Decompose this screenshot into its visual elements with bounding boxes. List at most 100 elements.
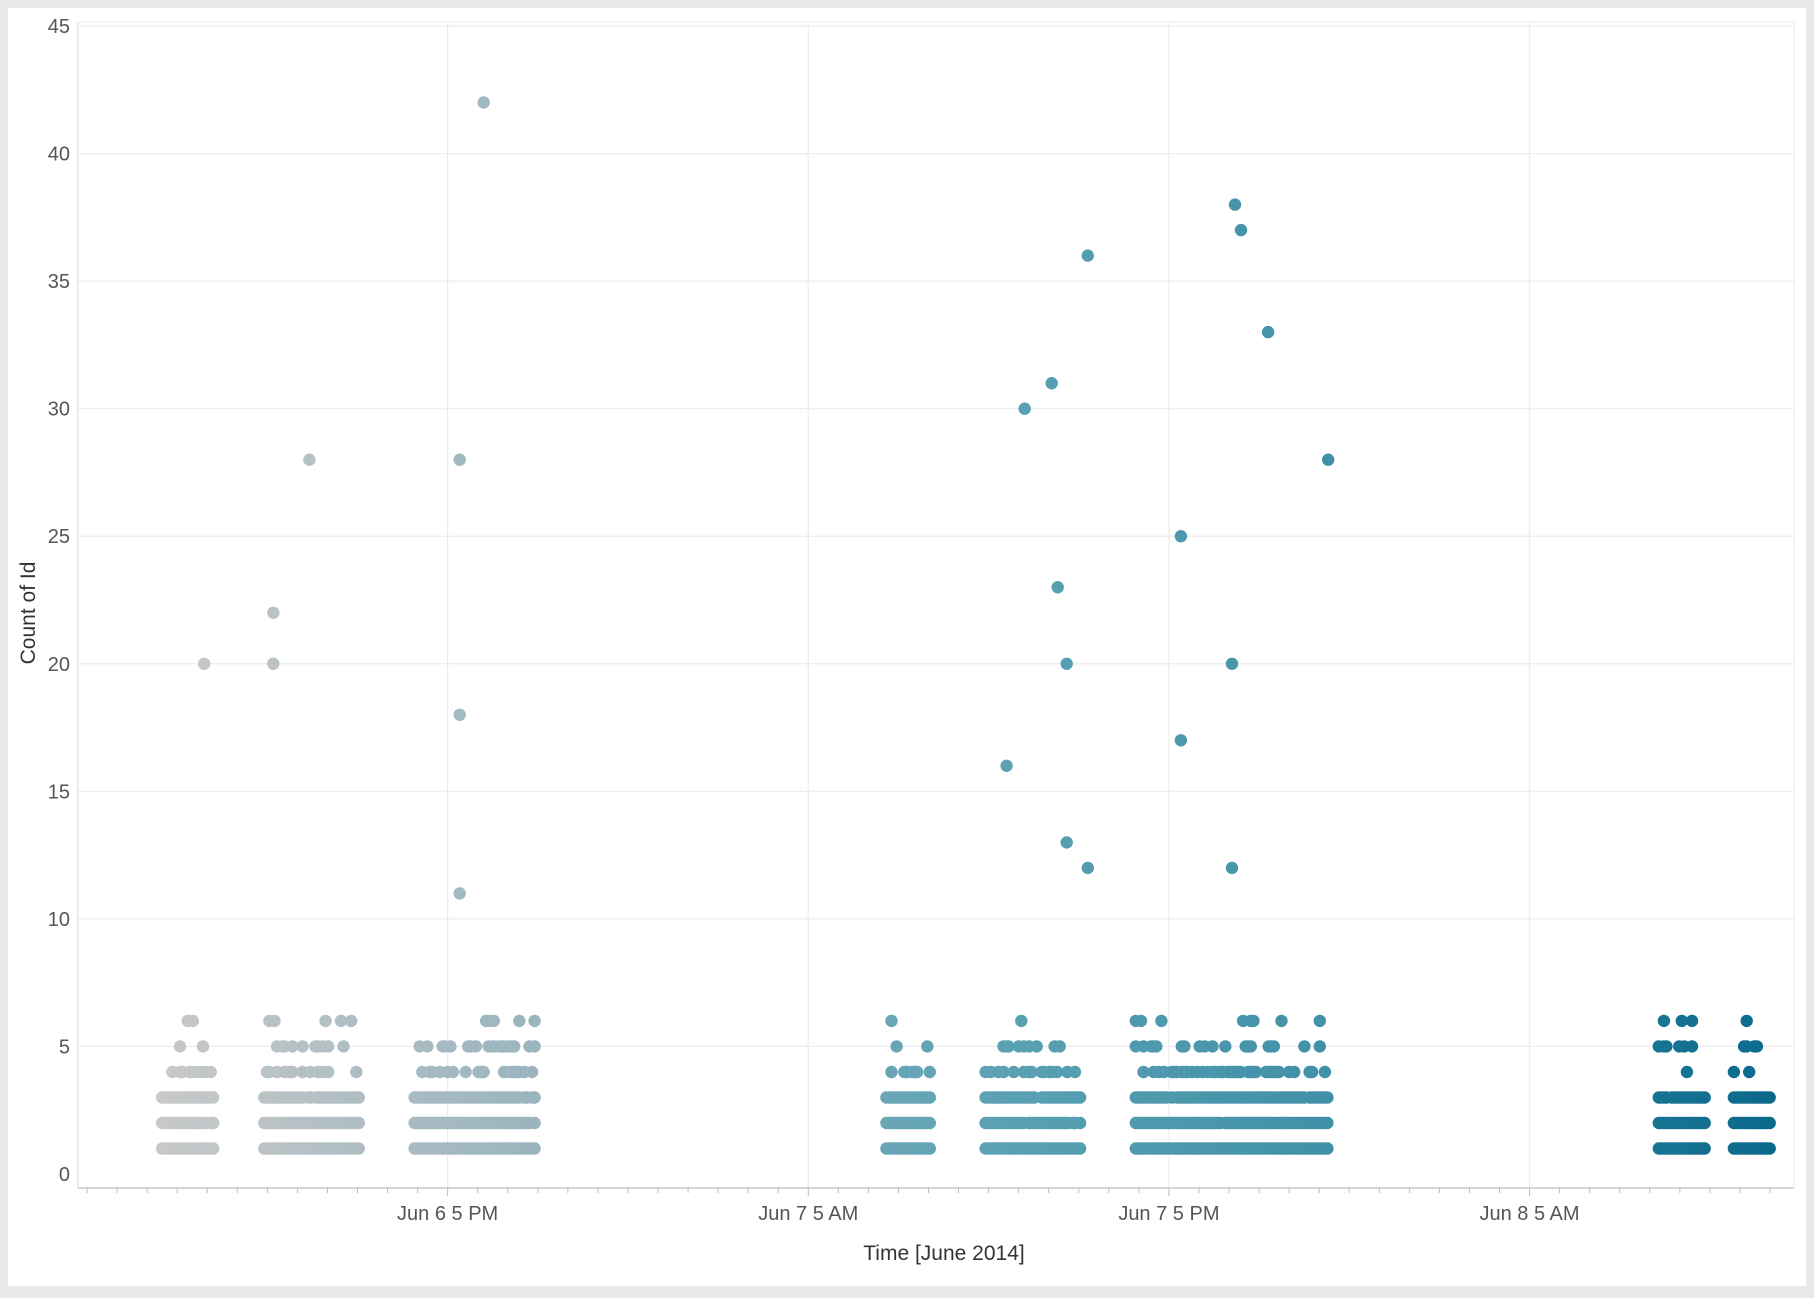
data-point bbox=[528, 1040, 541, 1053]
data-point bbox=[921, 1040, 934, 1053]
data-point bbox=[1081, 249, 1095, 262]
data-point bbox=[1155, 1014, 1168, 1028]
data-point bbox=[1068, 1065, 1082, 1079]
data-point bbox=[477, 1065, 490, 1079]
data-point bbox=[1743, 1065, 1756, 1079]
data-point bbox=[267, 657, 280, 670]
data-point bbox=[1305, 1065, 1319, 1079]
data-point bbox=[1267, 1040, 1281, 1053]
data-point bbox=[198, 657, 211, 670]
data-point bbox=[508, 1040, 521, 1053]
data-point bbox=[303, 453, 316, 466]
y-tick-label: 30 bbox=[48, 399, 70, 421]
y-tick-label: 25 bbox=[48, 526, 70, 548]
data-point bbox=[296, 1040, 309, 1053]
data-point bbox=[1002, 1040, 1015, 1053]
data-point bbox=[196, 1040, 210, 1053]
data-point bbox=[1322, 453, 1335, 466]
data-point bbox=[421, 1040, 434, 1053]
data-point bbox=[469, 1040, 483, 1053]
y-tick-label: 45 bbox=[48, 16, 70, 38]
data-point bbox=[525, 1065, 539, 1079]
data-point bbox=[1740, 1014, 1753, 1028]
data-point bbox=[923, 1142, 936, 1155]
data-point bbox=[1313, 1040, 1327, 1053]
data-point bbox=[923, 1065, 936, 1079]
data-point bbox=[513, 1014, 526, 1028]
data-point bbox=[1261, 325, 1275, 339]
data-point bbox=[1234, 223, 1248, 237]
data-point bbox=[337, 1040, 350, 1053]
data-point bbox=[1073, 1116, 1087, 1130]
data-point bbox=[1321, 1116, 1334, 1130]
grid-lines bbox=[78, 22, 1794, 1188]
data-point bbox=[322, 1040, 335, 1053]
data-point bbox=[352, 1142, 365, 1155]
data-point bbox=[997, 1065, 1010, 1079]
data-point bbox=[487, 1014, 500, 1028]
data-point bbox=[1051, 581, 1064, 594]
data-point bbox=[1249, 1065, 1263, 1079]
data-point bbox=[352, 1091, 365, 1104]
data-point bbox=[207, 1142, 220, 1155]
data-point bbox=[1288, 1065, 1301, 1079]
data-point bbox=[453, 887, 466, 900]
data-point bbox=[1134, 1014, 1148, 1028]
data-point bbox=[1244, 1040, 1258, 1053]
data-point bbox=[268, 1014, 281, 1028]
data-point bbox=[334, 1014, 348, 1028]
data-point bbox=[1321, 1091, 1334, 1104]
data-point bbox=[1045, 377, 1058, 390]
y-tick-label: 15 bbox=[48, 781, 70, 803]
data-point bbox=[1763, 1116, 1776, 1130]
data-point bbox=[1247, 1014, 1260, 1028]
data-point bbox=[1698, 1142, 1711, 1155]
data-point bbox=[1275, 1014, 1288, 1028]
data-point bbox=[1073, 1091, 1087, 1104]
data-point bbox=[446, 1065, 460, 1079]
data-point bbox=[1298, 1040, 1311, 1053]
scatter-chart: 0 5 10 15 20 25 30 35 40 45 Jun 6 5 PM Jun 7 5 AM Ju… bbox=[17, 16, 1795, 1265]
data-point bbox=[1228, 198, 1242, 211]
chart-panel: 0 5 10 15 20 25 30 35 40 45 Jun 6 5 PM Jun 7 5 AM Ju… bbox=[8, 8, 1806, 1286]
data-point bbox=[1313, 1014, 1327, 1028]
data-point bbox=[923, 1091, 936, 1104]
data-point bbox=[453, 708, 466, 721]
data-point bbox=[923, 1116, 936, 1130]
data-point bbox=[1015, 1014, 1028, 1028]
y-tick-label: 35 bbox=[48, 271, 70, 293]
data-point bbox=[1657, 1014, 1671, 1028]
data-point bbox=[267, 606, 280, 619]
y-tick-label: 0 bbox=[59, 1164, 70, 1186]
data-point bbox=[528, 1142, 541, 1155]
data-point bbox=[186, 1014, 199, 1028]
data-point bbox=[1060, 657, 1073, 670]
data-point bbox=[1030, 1040, 1043, 1053]
x-tick-label: Jun 8 5 AM bbox=[1480, 1203, 1580, 1225]
data-point bbox=[885, 1065, 898, 1079]
data-point bbox=[885, 1014, 898, 1028]
data-point bbox=[477, 96, 490, 109]
data-points bbox=[155, 96, 1776, 1155]
data-point bbox=[1727, 1065, 1741, 1079]
data-point bbox=[528, 1116, 541, 1130]
data-point bbox=[1698, 1116, 1711, 1130]
data-point bbox=[1050, 1065, 1064, 1079]
data-point bbox=[1685, 1040, 1699, 1053]
data-point bbox=[1174, 530, 1188, 543]
data-point bbox=[319, 1014, 332, 1028]
x-tick-label: Jun 7 5 PM bbox=[1118, 1203, 1219, 1225]
data-point bbox=[1225, 657, 1239, 670]
data-point bbox=[1053, 1040, 1066, 1053]
data-point bbox=[173, 1040, 187, 1053]
data-point bbox=[1000, 759, 1013, 772]
y-tick-label: 5 bbox=[59, 1036, 70, 1058]
data-point bbox=[1150, 1040, 1163, 1053]
data-point bbox=[444, 1040, 457, 1053]
data-point bbox=[1318, 1065, 1332, 1079]
data-point bbox=[1750, 1040, 1764, 1053]
data-point bbox=[1018, 402, 1031, 415]
x-tick-label: Jun 7 5 AM bbox=[758, 1203, 858, 1225]
data-point bbox=[1675, 1014, 1689, 1028]
